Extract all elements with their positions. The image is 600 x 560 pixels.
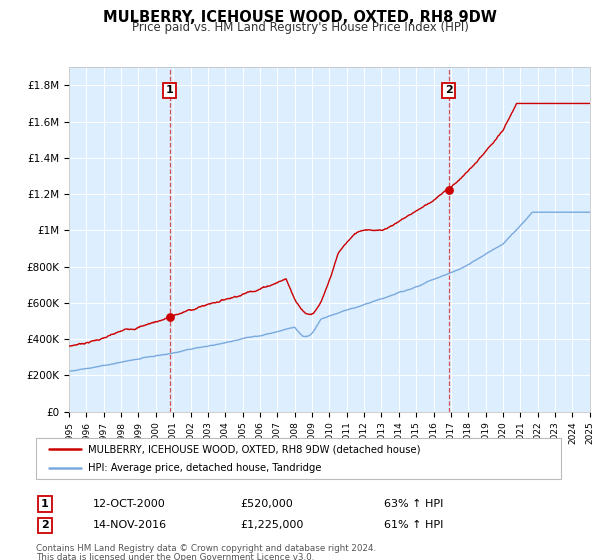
Text: HPI: Average price, detached house, Tandridge: HPI: Average price, detached house, Tand… — [89, 463, 322, 473]
Text: 1: 1 — [41, 499, 49, 509]
Text: This data is licensed under the Open Government Licence v3.0.: This data is licensed under the Open Gov… — [36, 553, 314, 560]
Text: 63% ↑ HPI: 63% ↑ HPI — [384, 499, 443, 509]
Text: 14-NOV-2016: 14-NOV-2016 — [93, 520, 167, 530]
Text: Contains HM Land Registry data © Crown copyright and database right 2024.: Contains HM Land Registry data © Crown c… — [36, 544, 376, 553]
FancyBboxPatch shape — [36, 438, 561, 479]
Text: £520,000: £520,000 — [240, 499, 293, 509]
Text: MULBERRY, ICEHOUSE WOOD, OXTED, RH8 9DW (detached house): MULBERRY, ICEHOUSE WOOD, OXTED, RH8 9DW … — [89, 445, 421, 454]
Text: £1,225,000: £1,225,000 — [240, 520, 304, 530]
Text: MULBERRY, ICEHOUSE WOOD, OXTED, RH8 9DW: MULBERRY, ICEHOUSE WOOD, OXTED, RH8 9DW — [103, 10, 497, 25]
Point — [444, 185, 454, 194]
Text: Price paid vs. HM Land Registry's House Price Index (HPI): Price paid vs. HM Land Registry's House … — [131, 21, 469, 34]
Text: 2: 2 — [445, 85, 452, 95]
Text: 12-OCT-2000: 12-OCT-2000 — [93, 499, 166, 509]
Text: 61% ↑ HPI: 61% ↑ HPI — [384, 520, 443, 530]
Text: 2: 2 — [41, 520, 49, 530]
Text: 1: 1 — [166, 85, 173, 95]
Point — [165, 313, 175, 322]
